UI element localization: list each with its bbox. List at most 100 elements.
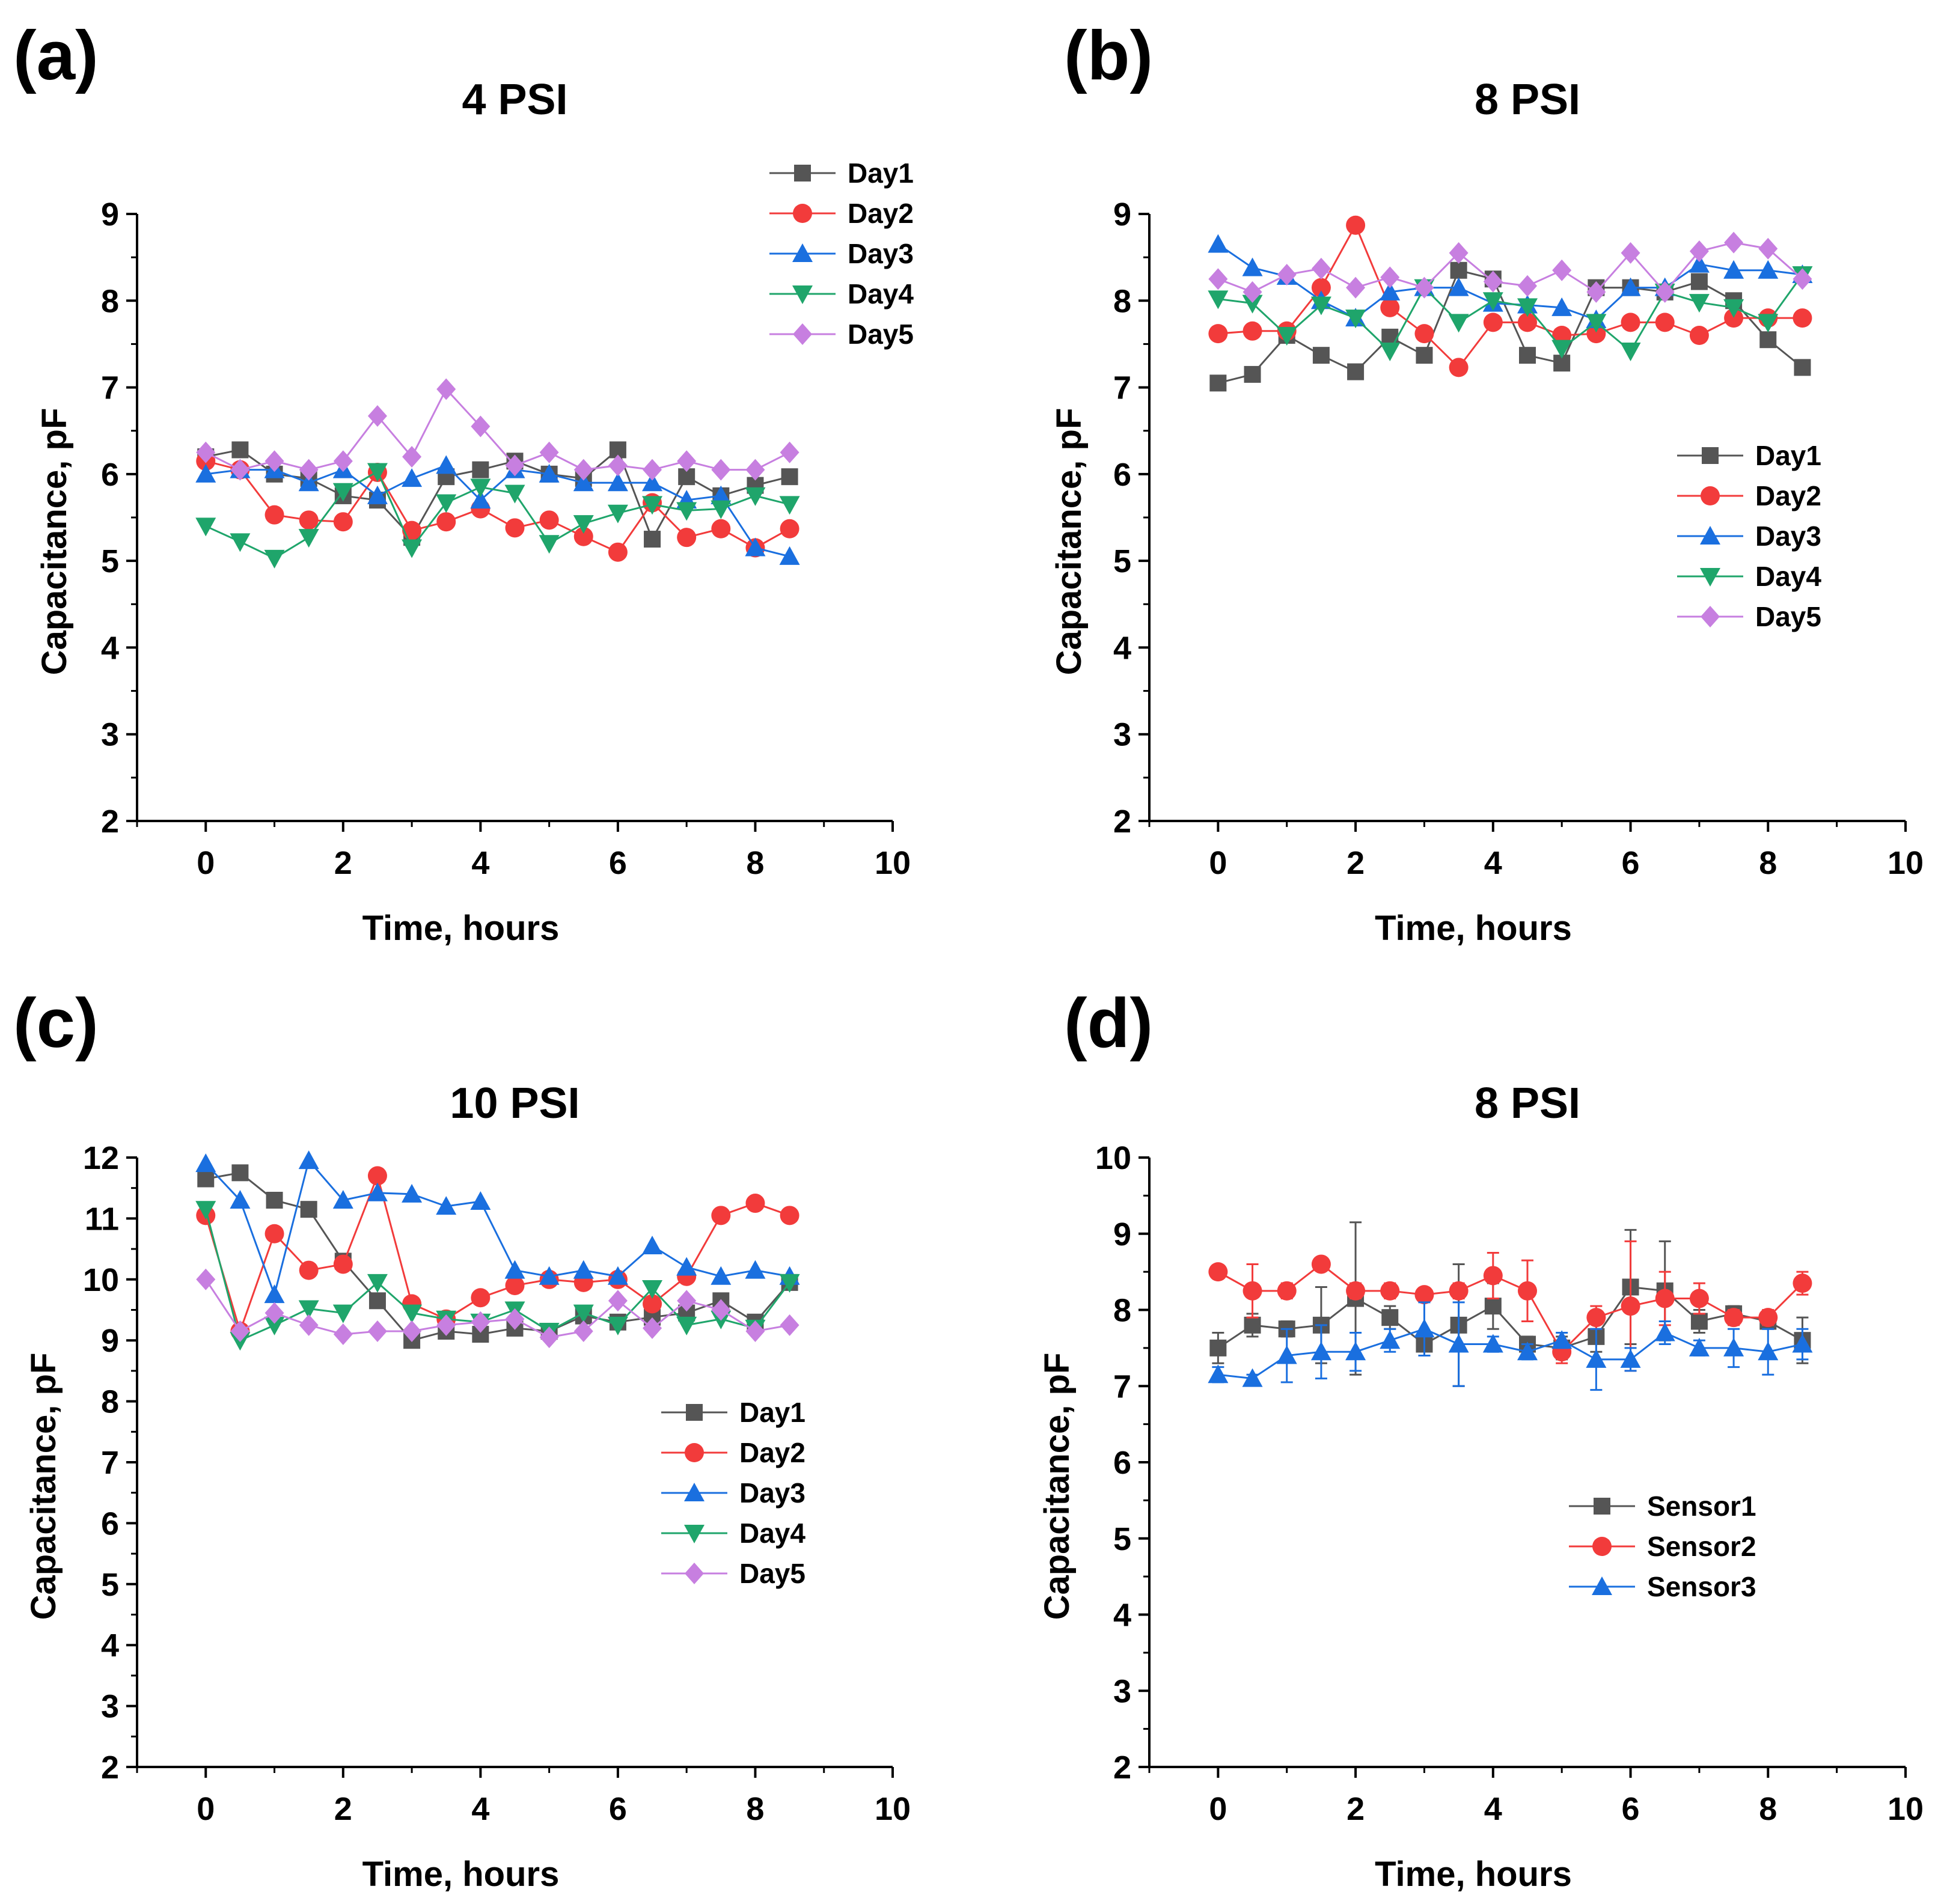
data-point (711, 519, 731, 539)
data-point (402, 446, 422, 468)
data-point (573, 1320, 593, 1342)
data-point (1414, 276, 1434, 299)
y-axis-title: Capacitance, pF (1050, 408, 1089, 676)
data-point (1209, 374, 1227, 392)
data-point (1689, 326, 1709, 345)
data-point (1448, 1334, 1469, 1353)
data-point (608, 542, 628, 562)
legend-label: Day2 (1755, 480, 1821, 511)
data-point (780, 519, 799, 539)
data-point (436, 455, 457, 474)
data-point (745, 1320, 765, 1342)
chart-panel-1: (a) 4 PSI 0 2 4 6 8 10 2 3 4 5 6 7 8 9 Time, hours Capaci… (13, 16, 914, 948)
data-point (1380, 266, 1400, 288)
data-point (676, 1257, 697, 1276)
series-day5 (196, 378, 799, 481)
data-point (1277, 264, 1297, 285)
data-point (332, 1189, 353, 1209)
data-point (1483, 1266, 1503, 1286)
data-point (745, 459, 765, 481)
data-point (573, 526, 593, 546)
data-point (1621, 313, 1640, 332)
series-day4 (195, 463, 800, 569)
y-tick-label: 11 (85, 1201, 119, 1237)
series-day2 (1208, 215, 1812, 377)
y-tick-label: 2 (101, 1750, 119, 1786)
data-point (231, 1164, 249, 1182)
legend-marker (684, 1483, 705, 1501)
data-point (470, 490, 491, 509)
legend-label: Day4 (848, 278, 914, 310)
y-tick-label: 2 (1113, 804, 1131, 840)
y-tick-label: 10 (83, 1262, 119, 1298)
data-point (711, 485, 732, 504)
data-point (1723, 260, 1744, 279)
data-point (367, 405, 387, 427)
x-tick-label: 4 (1484, 1791, 1502, 1827)
y-tick-label: 6 (101, 457, 119, 493)
data-point (402, 1320, 422, 1342)
y-axis-title: Capacitance, pF (35, 408, 74, 676)
y-tick-label: 9 (1113, 1216, 1131, 1253)
data-point (1380, 1281, 1400, 1301)
data-point (573, 472, 594, 492)
data-point (779, 546, 800, 565)
data-point (1208, 268, 1228, 290)
y-tick-label: 4 (1113, 630, 1131, 666)
y-tick-label: 5 (101, 543, 119, 579)
x-tick-label: 4 (1484, 845, 1502, 881)
chart-title: 4 PSI (462, 76, 567, 124)
x-tick-label: 2 (1346, 1791, 1365, 1827)
data-point (1654, 1322, 1675, 1341)
data-point (1793, 1274, 1812, 1293)
data-point (643, 1294, 662, 1314)
x-axis-title: Time, hours (362, 909, 560, 948)
data-point (1346, 1281, 1366, 1301)
data-point (1243, 281, 1262, 303)
data-point (299, 1314, 319, 1336)
y-tick-label: 12 (83, 1140, 119, 1176)
legend-marker (1701, 606, 1720, 627)
data-point (745, 537, 766, 557)
legend-marker (1700, 526, 1720, 545)
data-point (1277, 1281, 1297, 1301)
data-point (1483, 313, 1503, 332)
data-point (1793, 268, 1812, 290)
data-point (1793, 308, 1812, 328)
data-point (298, 472, 319, 492)
x-tick-label: 0 (1209, 1791, 1227, 1827)
y-tick-label: 5 (1113, 1521, 1131, 1557)
data-point (1482, 292, 1503, 311)
data-point (642, 496, 663, 515)
data-point (471, 1311, 491, 1333)
data-point (643, 1317, 662, 1339)
data-point (333, 450, 353, 472)
data-point (780, 1314, 799, 1336)
series-day5 (196, 1268, 799, 1349)
chart-panel-3: (c) 10 PSI 0 2 4 6 8 10 2 3 4 5 6 7 8 9 10 11 12 Time, hour… (13, 984, 911, 1894)
data-point (472, 461, 489, 478)
series-sensor3 (1208, 1301, 1813, 1391)
panel-label: (a) (13, 16, 99, 94)
data-point (607, 504, 628, 523)
data-point (1311, 1254, 1331, 1274)
legend: Day1 Day2 Day3 Day4 Day5 (661, 1397, 805, 1589)
y-tick-label: 8 (101, 1384, 119, 1420)
legend-label: Sensor3 (1647, 1571, 1756, 1602)
data-point (677, 1290, 697, 1312)
y-tick-label: 3 (1113, 1673, 1131, 1709)
x-tick-label: 4 (471, 845, 489, 881)
legend-marker (1592, 1576, 1612, 1595)
data-point (231, 441, 249, 459)
legend-label: Day2 (848, 198, 914, 229)
data-point (1347, 363, 1365, 380)
data-point (1519, 347, 1536, 364)
legend-label: Sensor2 (1647, 1531, 1756, 1562)
x-tick-label: 8 (746, 845, 764, 881)
legend-label: Day5 (739, 1558, 805, 1589)
data-point (780, 441, 799, 463)
data-point (436, 494, 457, 513)
series-day5 (1208, 231, 1812, 303)
legend-marker (1594, 1498, 1610, 1515)
